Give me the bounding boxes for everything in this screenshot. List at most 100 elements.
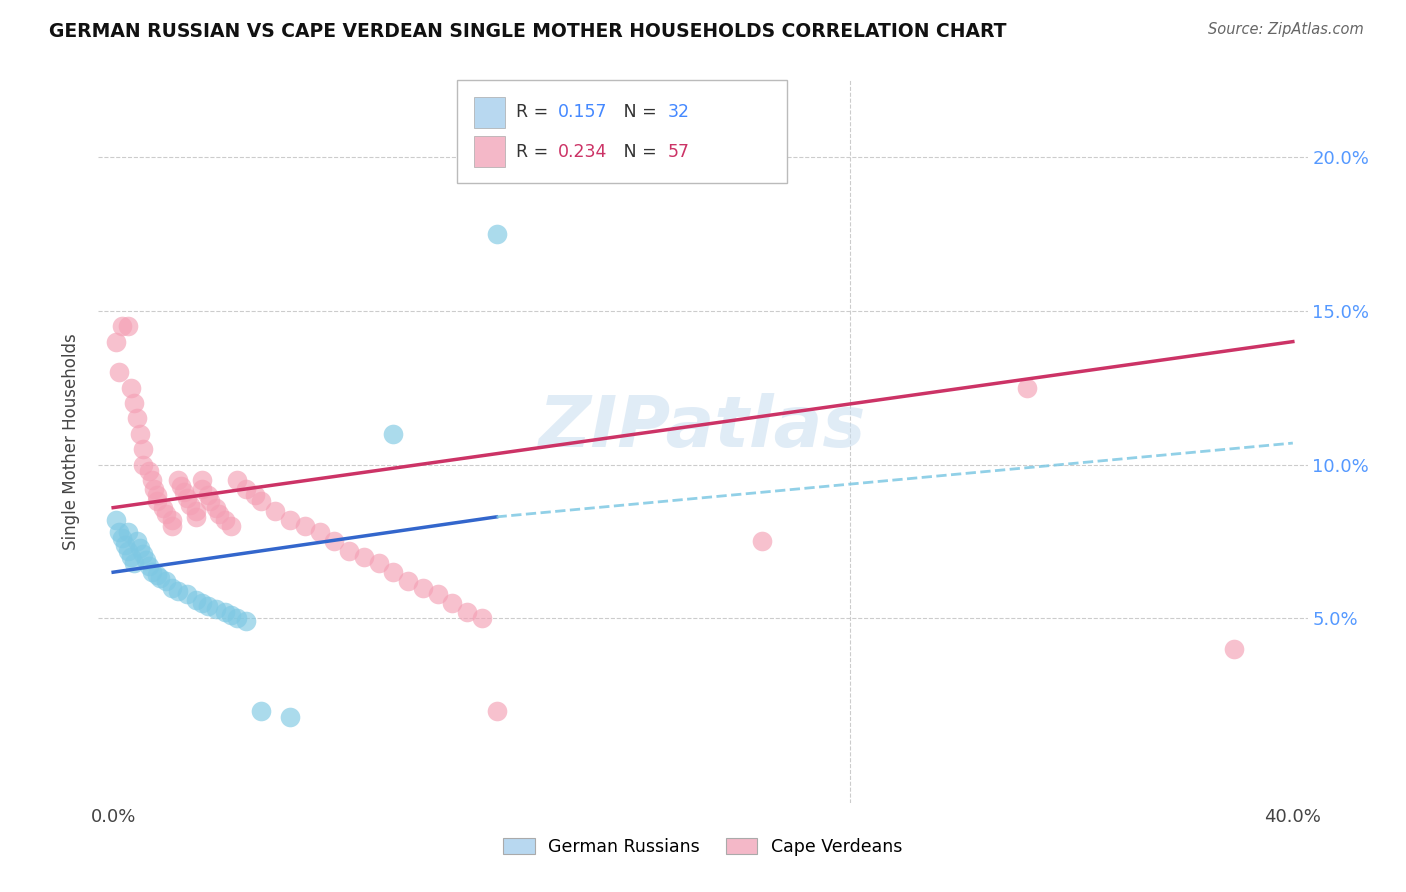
Point [249, 704, 271, 718]
Point [176, 587, 198, 601]
Point [111, 532, 134, 546]
Point [155, 507, 177, 521]
Point [146, 568, 169, 582]
Point [173, 485, 195, 500]
Point [214, 513, 236, 527]
Point [135, 553, 157, 567]
Point [200, 494, 222, 508]
Point [108, 525, 131, 540]
Point [184, 593, 207, 607]
Point [751, 534, 773, 549]
Text: GERMAN RUSSIAN VS CAPE VERDEAN SINGLE MOTHER HOUSEHOLDS CORRELATION CHART: GERMAN RUSSIAN VS CAPE VERDEAN SINGLE MO… [49, 22, 1007, 41]
Point [160, 581, 183, 595]
Point [226, 473, 249, 487]
Point [122, 556, 145, 570]
Point [122, 396, 145, 410]
Point [131, 458, 153, 472]
Point [141, 473, 163, 487]
Point [382, 565, 405, 579]
Point [155, 574, 177, 589]
Point [1017, 381, 1039, 395]
Point [131, 442, 153, 457]
Point [167, 473, 190, 487]
Text: 57: 57 [668, 143, 690, 161]
Text: 0.234: 0.234 [558, 143, 607, 161]
Point [1223, 642, 1246, 657]
Text: 32: 32 [668, 103, 690, 121]
Point [197, 488, 219, 502]
Point [120, 381, 142, 395]
Point [264, 504, 287, 518]
Point [184, 504, 207, 518]
Point [131, 547, 153, 561]
Point [146, 488, 169, 502]
Point [219, 519, 242, 533]
Point [120, 549, 142, 564]
Point [294, 519, 316, 533]
Text: ZIPatlas: ZIPatlas [540, 392, 866, 461]
Point [143, 482, 166, 496]
Point [105, 334, 128, 349]
Point [353, 549, 375, 564]
Point [141, 565, 163, 579]
Point [456, 605, 478, 619]
Point [176, 491, 198, 506]
Point [117, 543, 139, 558]
Point [412, 581, 434, 595]
Point [149, 571, 172, 585]
Point [190, 596, 212, 610]
Point [308, 525, 330, 540]
Point [396, 574, 419, 589]
Point [152, 500, 174, 515]
Point [205, 500, 228, 515]
Point [108, 365, 131, 379]
Point [117, 319, 139, 334]
Point [125, 534, 148, 549]
Text: N =: N = [607, 143, 662, 161]
Point [485, 227, 508, 241]
Point [485, 704, 508, 718]
Y-axis label: Single Mother Households: Single Mother Households [62, 334, 80, 549]
Point [471, 611, 494, 625]
Point [323, 534, 346, 549]
Point [179, 498, 201, 512]
Point [219, 608, 242, 623]
Point [160, 513, 183, 527]
Point [243, 488, 266, 502]
Text: R =: R = [516, 143, 554, 161]
Text: R =: R = [516, 103, 554, 121]
Point [190, 473, 212, 487]
Point [117, 525, 139, 540]
Point [146, 494, 169, 508]
Point [197, 599, 219, 613]
Point [160, 519, 183, 533]
Point [441, 596, 464, 610]
Point [226, 611, 249, 625]
Point [278, 513, 301, 527]
Point [249, 494, 271, 508]
Point [190, 482, 212, 496]
Point [105, 513, 128, 527]
Text: Source: ZipAtlas.com: Source: ZipAtlas.com [1208, 22, 1364, 37]
Point [208, 507, 231, 521]
Point [337, 543, 360, 558]
Point [184, 509, 207, 524]
Text: 0.157: 0.157 [558, 103, 607, 121]
Point [278, 709, 301, 723]
Legend: German Russians, Cape Verdeans: German Russians, Cape Verdeans [496, 830, 910, 863]
Point [170, 479, 193, 493]
Point [235, 482, 257, 496]
Text: N =: N = [607, 103, 662, 121]
Point [235, 615, 257, 629]
Point [214, 605, 236, 619]
Point [114, 537, 136, 551]
Point [167, 583, 190, 598]
Point [128, 541, 150, 555]
Point [426, 587, 449, 601]
Point [367, 556, 389, 570]
Point [138, 464, 160, 478]
Point [111, 319, 134, 334]
Point [138, 559, 160, 574]
Point [382, 426, 405, 441]
Point [125, 411, 148, 425]
